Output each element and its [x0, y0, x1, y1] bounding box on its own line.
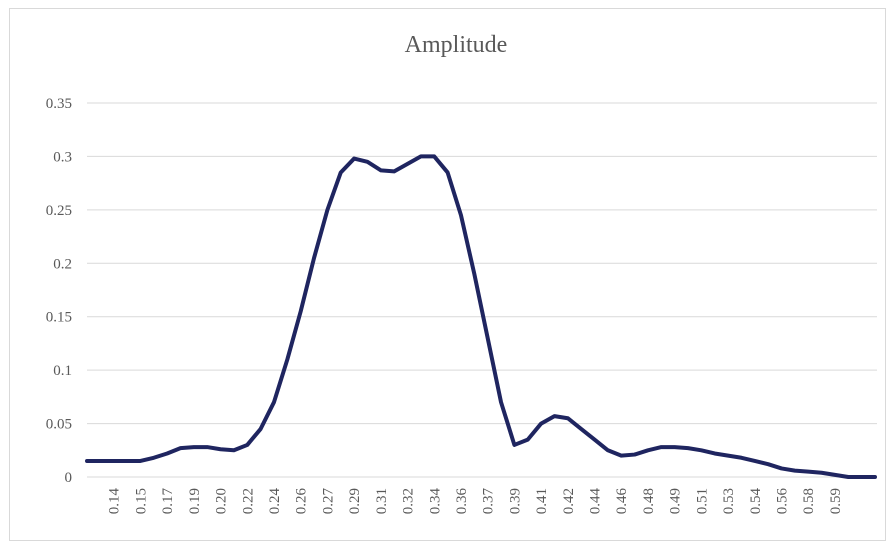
- y-tick-label: 0.25: [46, 203, 72, 219]
- y-tick-label: 0.2: [53, 256, 72, 272]
- x-tick-label: 0.27: [320, 488, 336, 515]
- x-tick-label: 0.22: [240, 488, 256, 514]
- y-tick-label: 0.05: [46, 417, 72, 433]
- x-tick-label: 0.58: [801, 488, 817, 514]
- y-tick-label: 0.35: [46, 96, 72, 112]
- x-tick-label: 0.19: [187, 488, 203, 514]
- chart-title: Amplitude: [405, 32, 508, 58]
- x-tick-label: 0.36: [454, 488, 470, 515]
- x-tick-label: 0.31: [374, 488, 390, 514]
- x-tick-label: 0.48: [641, 488, 657, 514]
- x-tick-label: 0.39: [507, 488, 523, 514]
- x-tick-label: 0.51: [694, 488, 710, 514]
- x-tick-label: 0.42: [561, 488, 577, 514]
- data-line: [85, 154, 877, 479]
- x-tick-label: 0.46: [614, 488, 630, 515]
- x-tick-label: 0.37: [481, 488, 497, 515]
- x-tick-label: 0.54: [748, 488, 764, 515]
- y-tick-label: 0.3: [53, 149, 72, 165]
- x-tick-label: 0.49: [668, 488, 684, 514]
- x-tick-label: 0.26: [294, 488, 310, 515]
- x-tick-label: 0.53: [721, 488, 737, 514]
- x-tick-label: 0.56: [775, 488, 791, 515]
- x-tick-label: 0.32: [401, 488, 417, 514]
- x-tick-label: 0.34: [427, 488, 443, 515]
- x-tick-label: 0.14: [107, 488, 123, 515]
- x-tick-label: 0.29: [347, 488, 363, 514]
- x-tick-label: 0.59: [828, 488, 844, 514]
- x-tick-label: 0.44: [588, 488, 604, 515]
- y-tick-label: 0.15: [46, 310, 72, 326]
- x-tick-label: 0.41: [534, 488, 550, 514]
- y-tick-label: 0: [65, 470, 73, 486]
- x-tick-label: 0.24: [267, 488, 283, 515]
- y-tick-label: 0.1: [53, 363, 72, 379]
- x-tick-label: 0.17: [160, 488, 176, 515]
- x-tick-label: 0.15: [133, 488, 149, 514]
- x-tick-label: 0.20: [214, 488, 230, 514]
- chart-border: [9, 8, 886, 541]
